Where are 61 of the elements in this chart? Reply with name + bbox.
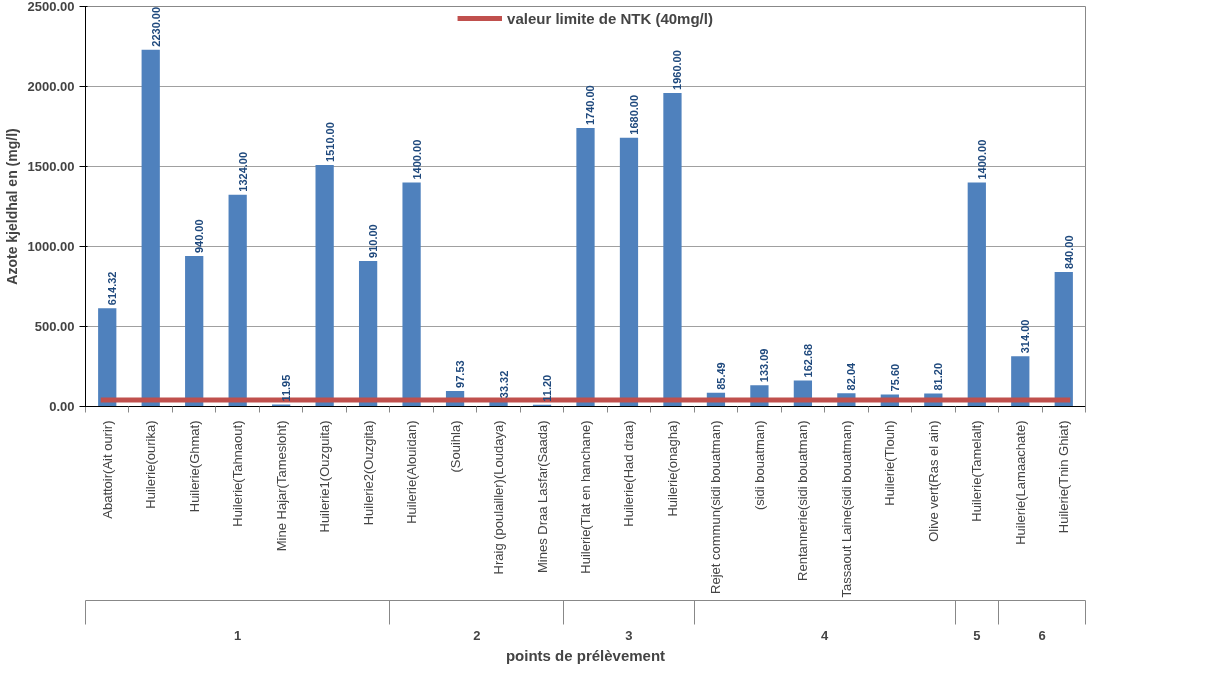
data-label: 1324.00 xyxy=(236,151,249,192)
y-tick-label: 0.00 xyxy=(49,399,75,414)
y-tick-label: 2000.00 xyxy=(27,79,75,94)
text: 1 xyxy=(234,627,242,643)
text: 4 xyxy=(821,627,830,643)
x-tick-label: Huilerie(Tlouh) xyxy=(882,420,898,506)
data-label: 33.32 xyxy=(497,370,510,399)
x-tick-label: Huilerie(Lamaachate) xyxy=(1012,420,1028,545)
x-tick-label: Huilerie(Tamelalt) xyxy=(969,420,985,522)
x-tick-label: Huilerie(Tlat en hanchane) xyxy=(578,420,593,574)
x-tick-label: Huilerie(Ghmat) xyxy=(186,420,202,513)
x-tick-label: Mines Draa Lasfar(Saada) xyxy=(534,420,550,573)
x-tick-label: Huilerie2(Ouzgita) xyxy=(360,420,376,526)
data-label: 314.00 xyxy=(1019,319,1032,354)
y-tick-label: 500.00 xyxy=(34,319,75,334)
data-label: 1680.00 xyxy=(627,94,640,135)
data-label: 840.00 xyxy=(1062,235,1075,270)
y-tick-label: 1000.00 xyxy=(27,239,75,254)
x-tick-label: (Souihla) xyxy=(447,420,463,473)
y-tick-label: 1500.00 xyxy=(27,159,75,174)
data-label: 162.68 xyxy=(801,343,814,378)
data-label: 940.00 xyxy=(193,219,206,254)
text: 2 xyxy=(473,627,481,643)
data-label: 82.04 xyxy=(845,361,858,391)
data-label: 75.60 xyxy=(888,363,901,392)
data-label: 614.32 xyxy=(106,271,119,306)
x-tick-label: Huilerie(ourika) xyxy=(143,420,159,509)
data-label: 85.49 xyxy=(714,362,727,390)
x-tick-label: Huilerie1(Ouzguita) xyxy=(317,420,333,533)
x-axis-title: points de prélèvement xyxy=(505,646,666,664)
y-axis-title: Azote kjeldhal en (mg/l) xyxy=(3,128,20,285)
x-tick-label: Mine Hajar(Tamesloht) xyxy=(273,420,289,552)
data-label: 97.53 xyxy=(454,360,467,388)
text: 5 xyxy=(973,627,981,643)
data-label: 1960.00 xyxy=(671,50,684,90)
legend-label: valeur limite de NTK (40mg/l) xyxy=(507,9,713,27)
x-tick-label: Rentannerie(sidi bouatman) xyxy=(795,420,811,581)
data-label: 81.20 xyxy=(932,362,945,391)
data-label: 1510.00 xyxy=(323,122,336,162)
data-label: 1740.00 xyxy=(584,85,597,126)
data-label: 11.95 xyxy=(280,374,293,402)
data-label: 1400.00 xyxy=(975,139,988,180)
x-tick-label: Rejet commun(sidi bouatman) xyxy=(708,420,724,594)
x-tick-label: Huilerie(Alouidan) xyxy=(404,420,420,524)
x-tick-label: Huilerie(Tnin Ghiat) xyxy=(1056,420,1072,534)
x-tick-label: Huilerie(Had draa) xyxy=(621,420,637,527)
data-label: 11.20 xyxy=(541,374,554,402)
data-label: 910.00 xyxy=(367,224,380,258)
text: 6 xyxy=(1038,627,1046,643)
data-label: 1400.00 xyxy=(410,139,423,180)
x-tick-label: Huilerie(Tahnaout) xyxy=(230,420,246,527)
x-tick-label: Hraig (poulailler)(Loudaya) xyxy=(491,420,507,575)
text: 3 xyxy=(625,627,633,643)
data-label: 2230.00 xyxy=(149,6,162,47)
x-tick-label: Abattoir(Ait ourir) xyxy=(99,420,115,519)
x-tick-label: (sidi bouatman) xyxy=(751,420,767,511)
x-tick-label: Tassaout Laine(sidi bouatman) xyxy=(838,420,854,598)
x-tick-label: Huilerie(onagha) xyxy=(664,420,680,517)
x-tick-label: Olive vert(Ras el ain) xyxy=(925,420,941,542)
y-tick-label: 2500.00 xyxy=(27,0,75,14)
data-label: 133.09 xyxy=(758,348,771,383)
